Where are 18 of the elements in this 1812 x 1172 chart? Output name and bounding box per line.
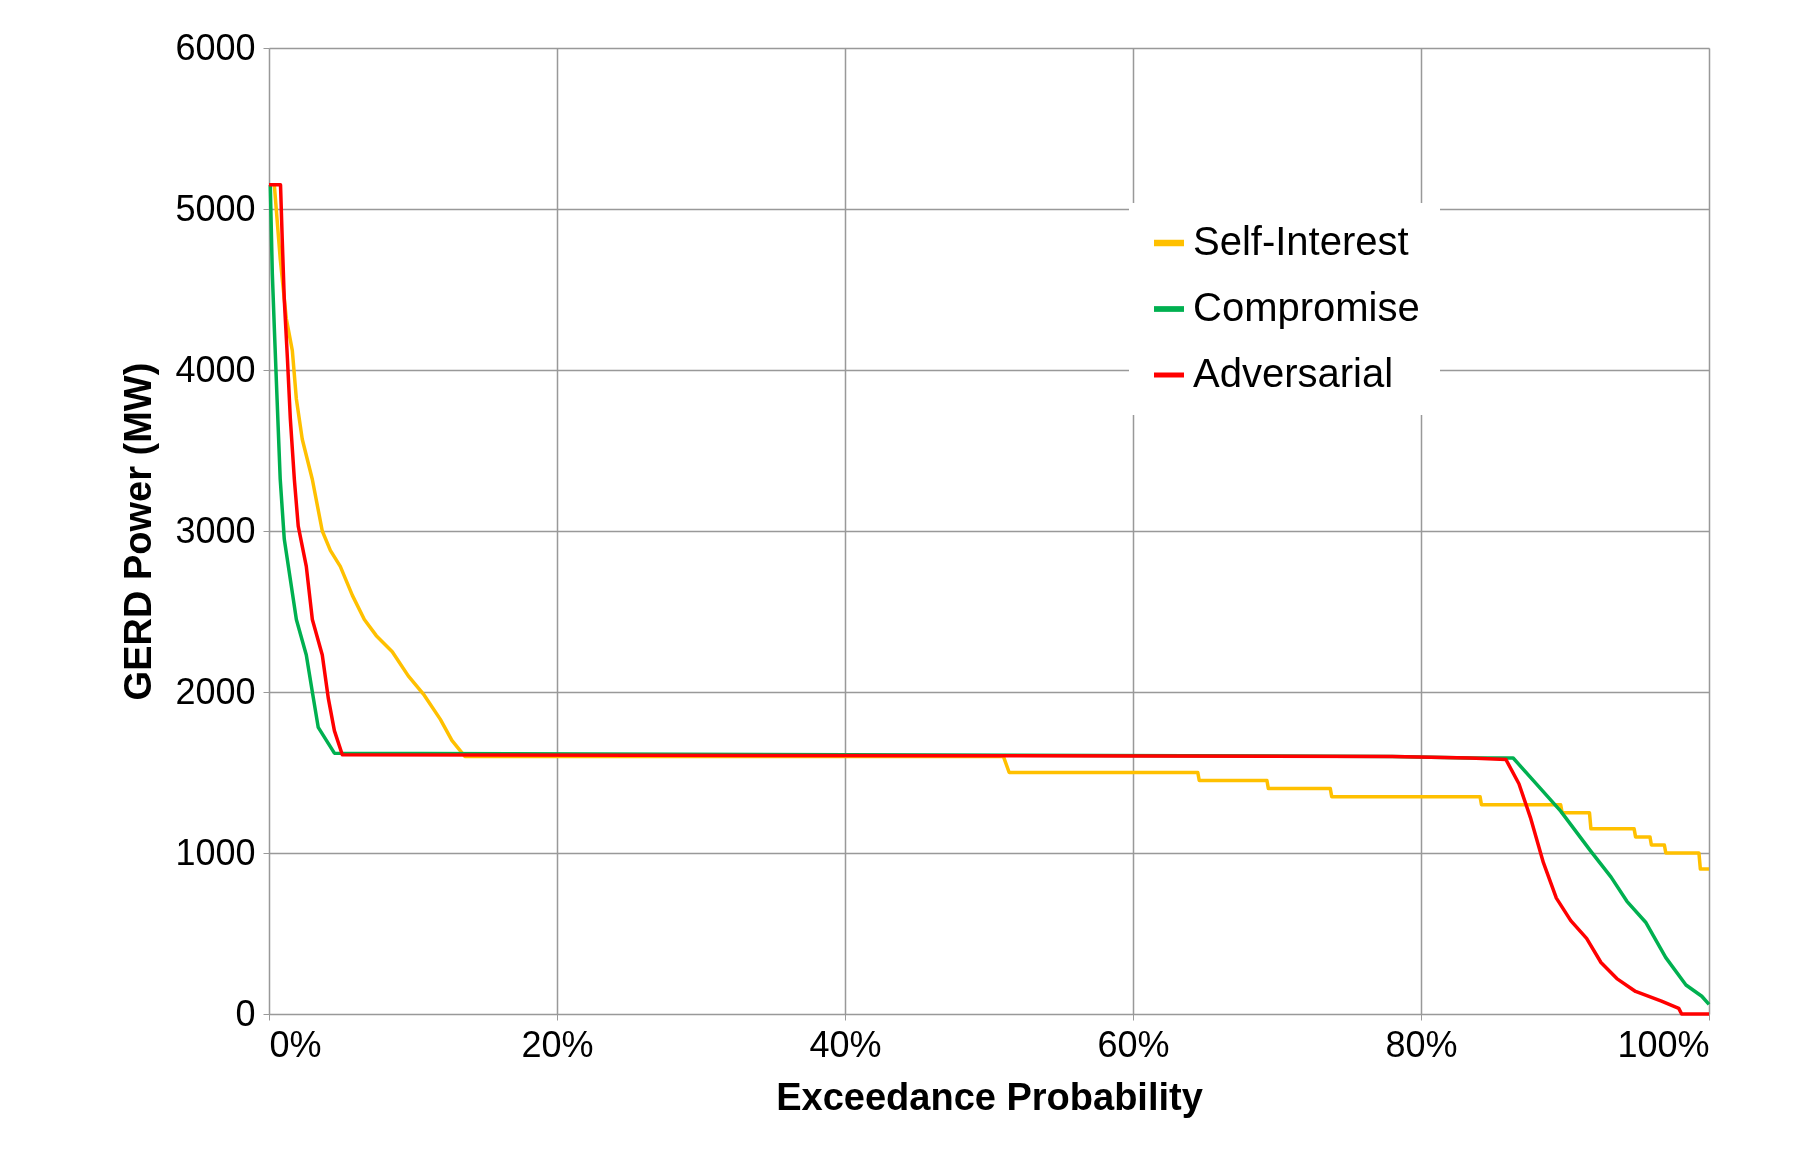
x-tick-label: 100% <box>1617 1023 1710 1065</box>
x-axis-title: Exceedance Probability <box>776 1075 1203 1118</box>
legend-label: Compromise <box>1193 285 1420 329</box>
x-tick-label: 0% <box>269 1023 322 1065</box>
y-tick-label: 5000 <box>175 187 256 229</box>
legend-label: Self-Interest <box>1193 219 1409 263</box>
y-tick-label: 4000 <box>175 348 256 390</box>
y-tick-label: 0 <box>235 992 256 1034</box>
x-tick-label: 80% <box>1385 1023 1458 1065</box>
y-tick-label: 2000 <box>175 670 256 712</box>
x-tick-label: 60% <box>1097 1023 1170 1065</box>
y-axis-title: GERD Power (MW) <box>117 362 160 701</box>
x-tick-label: 20% <box>521 1023 594 1065</box>
y-tick-label: 3000 <box>175 509 256 551</box>
y-tick-label: 1000 <box>175 831 256 873</box>
y-tick-label: 6000 <box>175 26 256 68</box>
legend-label: Adversarial <box>1193 351 1394 395</box>
x-tick-label: 40% <box>809 1023 882 1065</box>
